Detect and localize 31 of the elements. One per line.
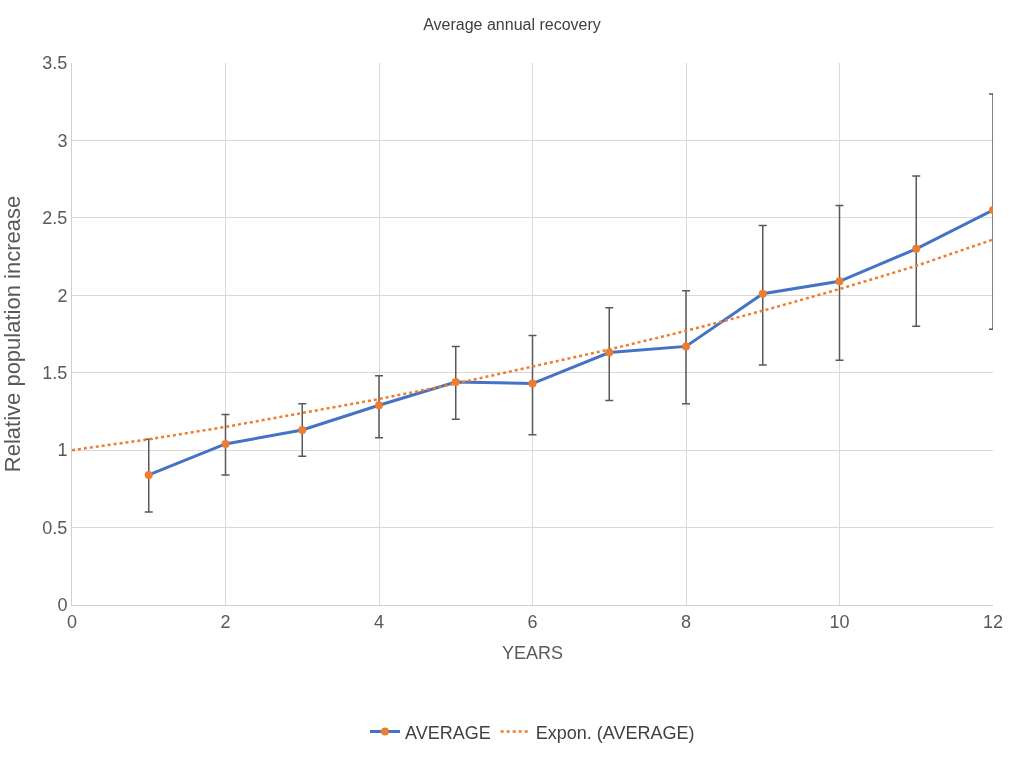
point: [912, 244, 921, 253]
y-tick-label: 3.5: [42, 53, 68, 74]
y-tick-label: 0: [57, 595, 68, 616]
x-tick-label: 10: [829, 611, 850, 632]
point: [682, 342, 690, 351]
x-tick-label: 6: [527, 611, 538, 632]
legend-label: AVERAGE: [405, 722, 491, 743]
point: [375, 401, 383, 410]
x-tick-label: 2: [220, 611, 231, 632]
chart-title: Average annual recovery: [423, 16, 601, 34]
point: [144, 470, 153, 479]
x-tick-label: 4: [373, 611, 385, 632]
point: [451, 378, 460, 387]
y-tick-label: 2.5: [42, 208, 68, 229]
point: [221, 439, 230, 448]
y-tick-label: 2: [57, 285, 68, 306]
y-tick-label: 3: [57, 130, 68, 151]
legend-label: Expon. (AVERAGE): [535, 722, 695, 743]
x-tick-label: 12: [982, 611, 1004, 632]
point: [758, 289, 767, 298]
y-tick-label: 1.5: [42, 363, 68, 384]
y-tick-label: 0.5: [42, 517, 68, 538]
x-tick-label: 8: [680, 611, 692, 632]
y-tick-label: 1: [57, 440, 68, 461]
y-axis-title: Relative population increase: [0, 195, 26, 473]
line-series: [72, 238, 993, 452]
point: [528, 379, 537, 388]
point: [605, 348, 614, 357]
point: [298, 426, 307, 435]
x-axis-title: YEARS: [501, 642, 564, 663]
point: [835, 277, 844, 286]
